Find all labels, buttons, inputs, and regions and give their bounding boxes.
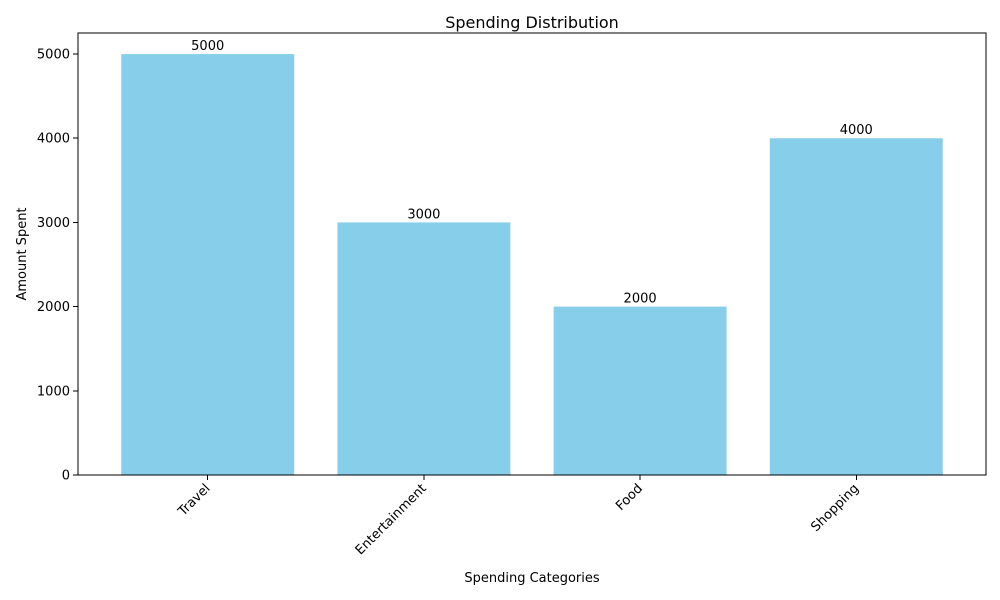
y-axis-label: Amount Spent: [15, 207, 30, 300]
data-label-shopping: 4000: [840, 123, 873, 138]
y-axis-ticks: 0 1000 2000 3000 4000 5000: [37, 48, 78, 484]
bar-food: [553, 306, 727, 475]
plot-frame: [77, 32, 987, 476]
y-tick-label: 2000: [37, 300, 70, 315]
bar-entertainment: [337, 222, 511, 475]
bar-shopping: [769, 138, 943, 476]
data-label-food: 2000: [624, 292, 657, 307]
data-labels-group: 5000 3000 2000 4000: [191, 39, 873, 307]
x-axis-ticks: Travel Entertainment Food Shopping: [175, 475, 862, 558]
x-tick-label-entertainment: Entertainment: [353, 481, 430, 558]
y-tick-label: 5000: [37, 48, 70, 63]
x-tick-label-travel: Travel: [175, 481, 214, 520]
data-label-travel: 5000: [191, 39, 224, 54]
data-label-entertainment: 3000: [407, 207, 440, 222]
x-tick-label-food: Food: [613, 481, 646, 514]
y-tick-label: 3000: [37, 216, 70, 231]
chart-title: Spending Distribution: [445, 13, 619, 32]
y-tick-label: 1000: [37, 384, 70, 399]
x-tick-label-shopping: Shopping: [808, 481, 862, 535]
bars-group: [121, 54, 943, 476]
y-tick-label: 0: [62, 469, 70, 484]
bar-travel: [121, 54, 295, 476]
y-tick-label: 4000: [37, 132, 70, 147]
x-axis-label: Spending Categories: [464, 571, 600, 586]
